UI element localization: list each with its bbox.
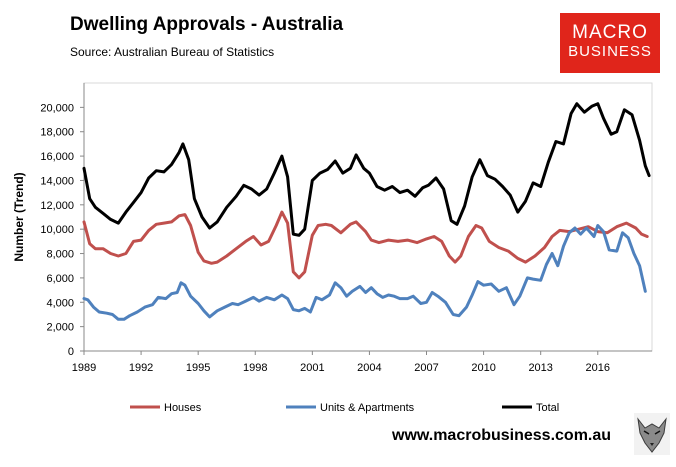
x-tick-label: 2010	[471, 362, 495, 374]
y-tick-label: 0	[68, 346, 74, 358]
x-tick-label: 1989	[72, 362, 96, 374]
y-tick-label: 18,000	[40, 127, 74, 139]
y-tick-label: 4,000	[46, 297, 74, 309]
y-tick-label: 16,000	[40, 151, 74, 163]
y-tick-label: 6,000	[46, 273, 74, 285]
x-tick-label: 2013	[528, 362, 552, 374]
chart-source: Source: Australian Bureau of Statistics	[70, 45, 275, 59]
wolf-logo-icon	[634, 413, 670, 455]
macrobusiness-logo: MACRO BUSINESS	[560, 13, 660, 73]
chart-title: Dwelling Approvals - Australia	[70, 14, 344, 35]
y-tick-label: 14,000	[40, 175, 74, 187]
y-tick-label: 8,000	[46, 249, 74, 261]
x-tick-label: 2004	[357, 362, 381, 374]
legend-label: Houses	[164, 402, 202, 414]
series-line-total	[82, 102, 651, 237]
y-tick-label: 20,000	[40, 102, 74, 114]
x-tick-label: 2016	[586, 362, 610, 374]
plot-area	[83, 82, 653, 352]
y-axis-label: Number (Trend)	[12, 172, 26, 261]
logo-line-1: MACRO	[572, 22, 648, 43]
website-url[interactable]: www.macrobusiness.com.au	[392, 427, 612, 444]
legend-label: Total	[536, 402, 559, 414]
series-line-houses	[82, 210, 649, 280]
legend-label: Units & Apartments	[320, 402, 415, 414]
y-tick-label: 12,000	[40, 200, 74, 212]
y-tick-label: 10,000	[40, 224, 74, 236]
x-tick-label: 2007	[414, 362, 438, 374]
y-tick-label: 2,000	[46, 322, 74, 334]
x-tick-label: 1992	[129, 362, 153, 374]
x-tick-label: 2001	[300, 362, 324, 374]
x-tick-label: 1998	[243, 362, 267, 374]
series-line-units-apartments	[82, 224, 647, 321]
logo-line-2: BUSINESS	[568, 43, 652, 60]
x-tick-label: 1995	[186, 362, 210, 374]
